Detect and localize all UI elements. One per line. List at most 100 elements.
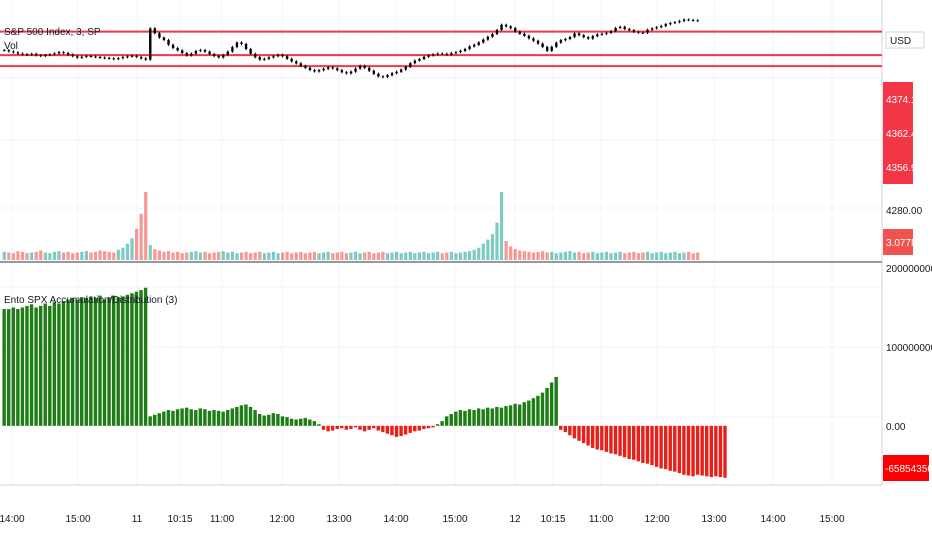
volume-bar — [353, 251, 358, 260]
candle-body — [655, 27, 658, 29]
candle-body — [536, 40, 540, 44]
candle-body — [3, 50, 6, 52]
volume-bar — [445, 252, 449, 260]
candle-body — [641, 32, 645, 34]
volume-bar — [413, 253, 417, 260]
ad-bar — [66, 299, 70, 426]
candle-body — [390, 73, 394, 76]
candle-body — [208, 51, 211, 54]
volume-bar — [57, 251, 61, 260]
candle-body — [222, 55, 225, 58]
candle-body — [587, 37, 590, 39]
volume-bar — [48, 253, 52, 260]
volume-bar — [180, 253, 184, 260]
ad-bar — [467, 409, 472, 426]
time-tick-label: 13:00 — [701, 514, 726, 525]
currency-button[interactable] — [885, 31, 925, 49]
ad-pane[interactable] — [2, 287, 727, 478]
horizontal-levels[interactable] — [0, 30, 882, 68]
volume-bar — [239, 252, 244, 260]
ad-bar — [180, 408, 184, 426]
candle-body — [171, 44, 175, 48]
volume-bar — [545, 252, 549, 260]
ad-bar — [422, 425, 426, 429]
candle-body — [16, 52, 20, 54]
ad-bar — [111, 295, 116, 426]
ad-bar — [93, 297, 98, 426]
volume-bar — [130, 238, 134, 260]
volume-bar — [454, 253, 458, 260]
candle-body — [98, 57, 102, 58]
candle-body — [377, 73, 380, 77]
price-pane[interactable] — [0, 18, 882, 79]
time-tick-label: 15:00 — [442, 514, 467, 525]
ad-bar — [239, 405, 244, 426]
candle-body — [482, 39, 485, 43]
candle-body — [609, 31, 613, 33]
volume-bar — [93, 251, 98, 260]
ad-bar — [2, 309, 6, 426]
time-tick-label: 14:00 — [383, 514, 408, 525]
candle-body — [276, 54, 280, 57]
ad-bar — [143, 287, 148, 426]
volume-bar — [513, 249, 517, 260]
ad-bar — [340, 425, 344, 429]
candle-body — [669, 23, 672, 25]
volume-bar — [499, 192, 504, 260]
ad-bar — [399, 425, 403, 437]
ad-bar — [604, 425, 609, 452]
ad-bar — [298, 418, 303, 426]
time-axis[interactable]: 14:00 15:00 11 10:15 11:00 12:00 13:00 14:00 15:… — [0, 514, 845, 525]
candle-body — [527, 35, 531, 39]
ad-bar — [481, 409, 485, 426]
volume-bar — [618, 251, 622, 260]
ad-bar — [102, 299, 107, 426]
ad-bar — [718, 425, 723, 478]
candle-body — [336, 68, 339, 71]
ad-bar — [303, 417, 307, 426]
candle-body — [290, 58, 293, 62]
ad-bar — [11, 307, 16, 426]
volume-bar — [691, 253, 695, 260]
ad-bar — [194, 410, 198, 426]
ad-bar — [89, 296, 93, 426]
candle-body — [130, 55, 134, 57]
candle-body — [691, 20, 695, 21]
candle-body — [696, 20, 699, 22]
volume-bar — [267, 252, 271, 260]
candle-body — [112, 58, 115, 60]
ad-bar — [349, 425, 353, 429]
candle-body — [217, 56, 220, 58]
candle-body — [450, 53, 453, 55]
volume-bar — [75, 252, 79, 260]
candle-body — [144, 58, 147, 60]
volume-bar — [20, 251, 25, 260]
candle-body — [244, 44, 248, 49]
candle-body — [272, 56, 275, 58]
volume-bar — [230, 251, 234, 260]
ad-bar — [622, 425, 627, 458]
volume-bar — [16, 251, 20, 260]
ad-bar — [162, 411, 166, 426]
candle-body — [12, 51, 15, 53]
volume-bar — [299, 251, 303, 260]
ad-bar — [16, 309, 20, 426]
ad-bar — [52, 301, 57, 426]
ad-bar — [714, 425, 718, 477]
ad-bar — [394, 425, 399, 437]
candle-body — [158, 33, 161, 38]
candle-body — [381, 76, 385, 78]
candle-body — [308, 67, 312, 70]
candle-body — [637, 31, 640, 33]
ad-bar — [663, 425, 668, 470]
ad-bar — [668, 425, 672, 471]
ad-bar — [335, 425, 339, 429]
volume-bar — [335, 252, 339, 260]
ad-bar — [248, 406, 253, 426]
ad-bar — [472, 410, 476, 426]
ad-bar — [577, 425, 581, 441]
candle-body — [427, 55, 430, 57]
ad-bar — [600, 425, 604, 451]
volume-bar — [144, 192, 148, 260]
